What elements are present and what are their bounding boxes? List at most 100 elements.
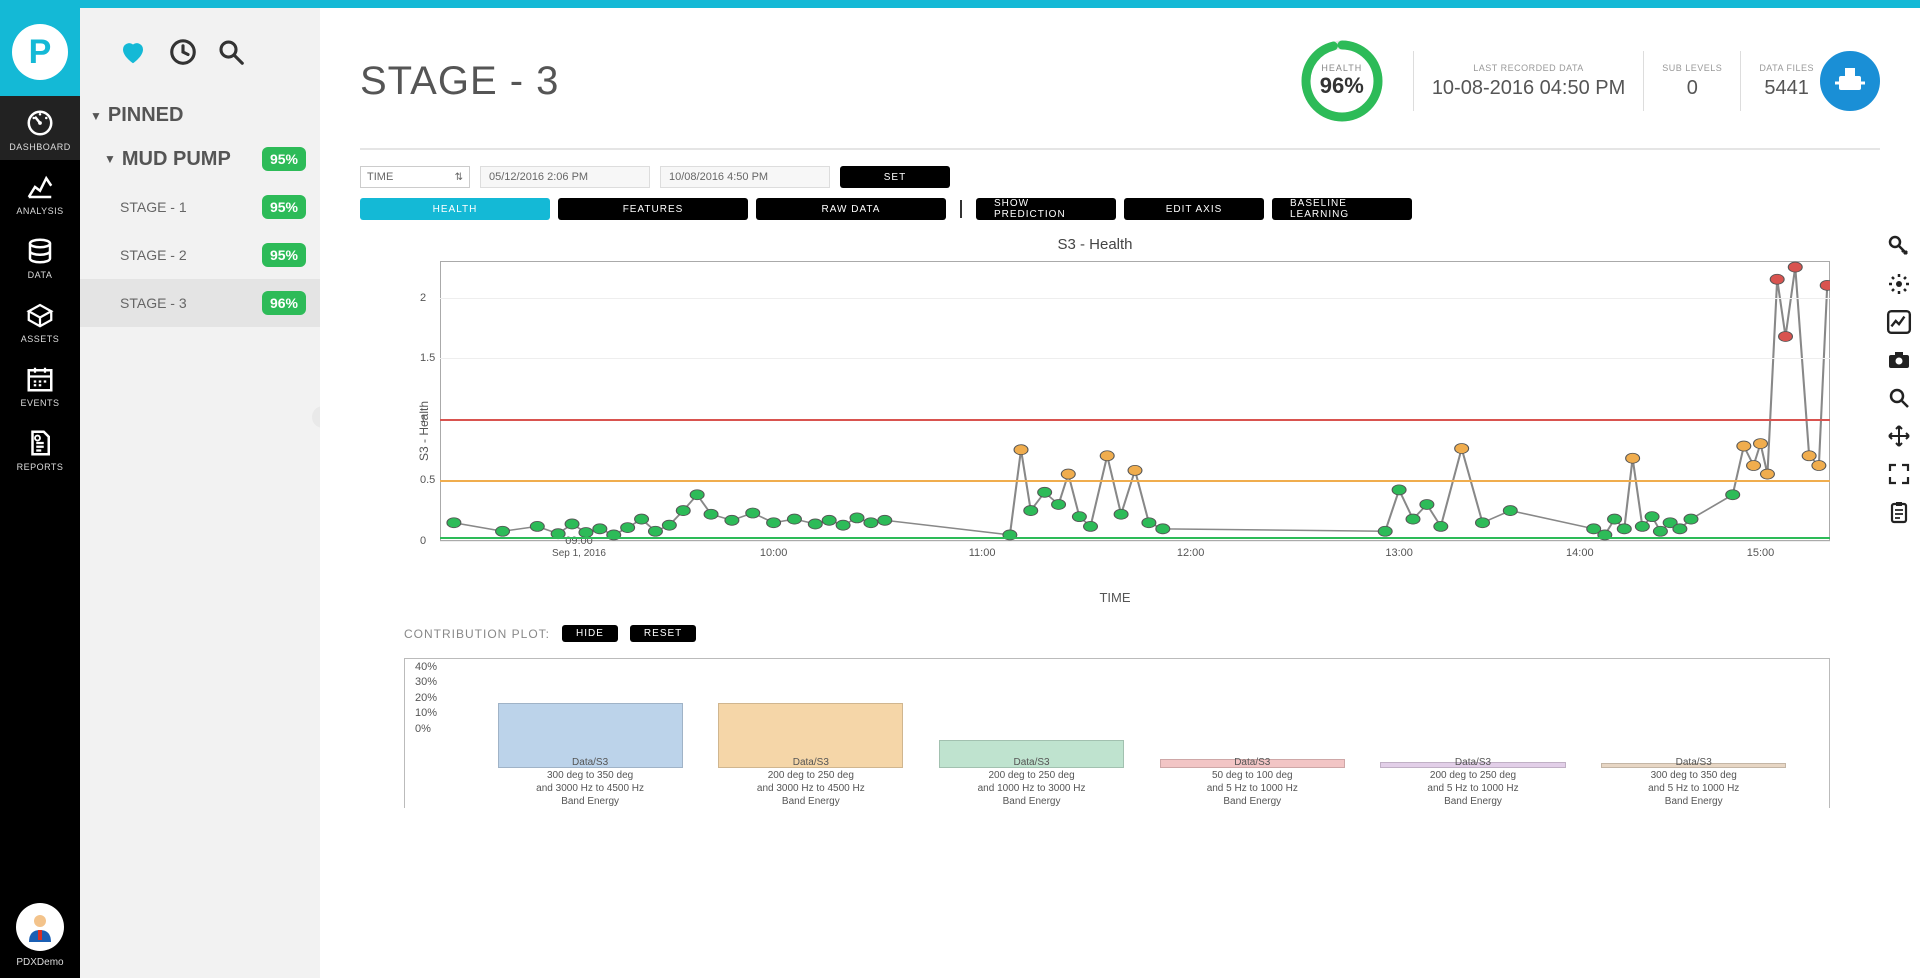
item-badge: 95%	[262, 195, 306, 219]
user-block[interactable]: PDXDemo	[16, 903, 64, 978]
sidebar-group-mudpump[interactable]: ▼MUD PUMP 95%	[80, 135, 320, 183]
ytick: 1.5	[420, 352, 435, 364]
tab-divider	[960, 200, 962, 218]
nav-events[interactable]: EVENTS	[0, 352, 80, 416]
key-icon[interactable]	[1885, 232, 1913, 260]
brand-logo[interactable]: P	[0, 8, 80, 96]
sub-levels-value: 0	[1687, 77, 1698, 100]
contrib-ytick: 0%	[415, 723, 431, 735]
contrib-ytick: 40%	[415, 661, 437, 673]
side-top-toolbar	[80, 8, 320, 96]
clock-icon[interactable]	[168, 37, 198, 67]
data-icon	[25, 236, 55, 266]
group-badge: 95%	[262, 147, 306, 171]
sidebar-item-stage-1[interactable]: STAGE - 1 95%	[80, 183, 320, 231]
action-edit-axis[interactable]: EDIT AXIS	[1124, 198, 1264, 220]
contrib-bar-label: Data/S3200 deg to 250 degand 5 Hz to 100…	[1380, 756, 1565, 808]
contribution-chart[interactable]: 0% 10% 20% 30% 40% Data/S3300 deg to 350 dega…	[404, 658, 1830, 808]
tab-health[interactable]: HEALTH	[360, 198, 550, 220]
ytick: 1	[420, 413, 426, 425]
dashboard-icon	[25, 108, 55, 138]
chart-tools	[1882, 232, 1916, 526]
item-label: STAGE - 1	[120, 199, 187, 215]
last-recorded-block: LAST RECORDED DATA 10-08-2016 04:50 PM	[1432, 63, 1625, 100]
chart-xlabel: TIME	[400, 590, 1830, 605]
nav-label: ASSETS	[21, 334, 60, 344]
health-label: HEALTH	[1321, 63, 1362, 73]
nav-label: DASHBOARD	[9, 142, 71, 152]
reset-button[interactable]: RESET	[630, 625, 696, 642]
asset-icon[interactable]	[1820, 51, 1880, 111]
heart-icon[interactable]	[116, 37, 150, 67]
from-field[interactable]: 05/12/2016 2:06 PM	[480, 166, 650, 188]
top-accent-bar	[0, 0, 1920, 8]
contrib-bar-label: Data/S3200 deg to 250 degand 1000 Hz to …	[939, 756, 1124, 808]
xtick: 10:00	[760, 547, 788, 559]
time-selector[interactable]: TIME⇅	[360, 166, 470, 188]
xtick: 11:00	[969, 547, 996, 559]
tab-raw-data[interactable]: RAW DATA	[756, 198, 946, 220]
hide-button[interactable]: HIDE	[562, 625, 618, 642]
action-baseline-learning[interactable]: BASELINE LEARNING	[1272, 198, 1412, 220]
set-button[interactable]: SET	[840, 166, 950, 188]
header-row: STAGE - 3 HEALTH 96% LAST RECORDED DATA …	[360, 38, 1880, 150]
contrib-ytick: 30%	[415, 676, 437, 688]
side-panel: ▼PINNED ▼MUD PUMP 95% STAGE - 195%STAGE …	[80, 8, 320, 978]
xtick: 15:00	[1747, 547, 1775, 559]
ytick: 0.5	[420, 474, 435, 486]
nav-reports[interactable]: REPORTS	[0, 416, 80, 480]
move-icon[interactable]	[1885, 422, 1913, 450]
gear-icon[interactable]	[1885, 270, 1913, 298]
sidebar-item-stage-2[interactable]: STAGE - 295%	[80, 231, 320, 279]
tab-features[interactable]: FEATURES	[558, 198, 748, 220]
pinned-label: PINNED	[108, 104, 184, 127]
controls-row: TIME⇅ 05/12/2016 2:06 PM 10/08/2016 4:50…	[360, 150, 1880, 198]
nav-label: REPORTS	[17, 462, 64, 472]
search-icon[interactable]	[216, 37, 246, 67]
clipboard-icon[interactable]	[1885, 498, 1913, 526]
item-badge: 96%	[262, 291, 306, 315]
nav-label: EVENTS	[20, 398, 59, 408]
nav-data[interactable]: DATA	[0, 224, 80, 288]
health-ring: HEALTH 96%	[1299, 38, 1385, 124]
contrib-bar-label: Data/S3200 deg to 250 degand 3000 Hz to …	[718, 756, 903, 808]
sub-levels-block: SUB LEVELS 0	[1662, 63, 1722, 100]
nav-label: ANALYSIS	[16, 206, 63, 216]
contribution-section: CONTRIBUTION PLOT: HIDE RESET 0% 10% 20% 30…	[360, 601, 1880, 808]
assets-icon	[25, 300, 55, 330]
sidebar-item-stage-3[interactable]: STAGE - 3 96%	[80, 279, 320, 327]
sub-levels-label: SUB LEVELS	[1662, 63, 1722, 73]
events-icon	[25, 364, 55, 394]
contrib-ytick: 20%	[415, 692, 437, 704]
nav-analysis[interactable]: ANALYSIS	[0, 160, 80, 224]
analysis-icon	[25, 172, 55, 202]
to-field[interactable]: 10/08/2016 4:50 PM	[660, 166, 830, 188]
chart-ylabel: S3 - Health	[417, 401, 431, 461]
user-label: PDXDemo	[16, 957, 63, 968]
contrib-ytick: 10%	[415, 707, 437, 719]
camera-icon[interactable]	[1885, 346, 1913, 374]
xtick: 14:00	[1566, 547, 1594, 559]
expand-icon[interactable]	[1885, 460, 1913, 488]
xtick: 13:00	[1385, 547, 1413, 559]
zoom-icon[interactable]	[1885, 384, 1913, 412]
xtick: 12:00	[1177, 547, 1205, 559]
action-show-prediction[interactable]: SHOW PREDICTION	[976, 198, 1116, 220]
chart-icon[interactable]	[1885, 308, 1913, 336]
last-recorded-label: LAST RECORDED DATA	[1473, 63, 1584, 73]
item-label: STAGE - 3	[120, 295, 187, 311]
nav-assets[interactable]: ASSETS	[0, 288, 80, 352]
health-value: 96%	[1320, 73, 1364, 99]
page-title: STAGE - 3	[360, 59, 559, 104]
contrib-bar-label: Data/S3300 deg to 350 degand 5 Hz to 100…	[1601, 756, 1786, 808]
user-avatar-icon	[16, 903, 64, 951]
contrib-bar-label: Data/S350 deg to 100 degand 5 Hz to 1000…	[1160, 756, 1345, 808]
contrib-bar-label: Data/S3300 deg to 350 degand 3000 Hz to …	[498, 756, 683, 808]
pinned-header[interactable]: ▼PINNED	[80, 96, 320, 135]
main-content: STAGE - 3 HEALTH 96% LAST RECORDED DATA …	[320, 8, 1920, 978]
contrib-label: CONTRIBUTION PLOT:	[404, 627, 550, 641]
ytick: 2	[420, 292, 426, 304]
nav-dashboard[interactable]: DASHBOARD	[0, 96, 80, 160]
health-chart-area: S3 - Health S3 - Health TIME 00.511.5209…	[360, 228, 1880, 601]
data-files-label: DATA FILES	[1759, 63, 1814, 73]
